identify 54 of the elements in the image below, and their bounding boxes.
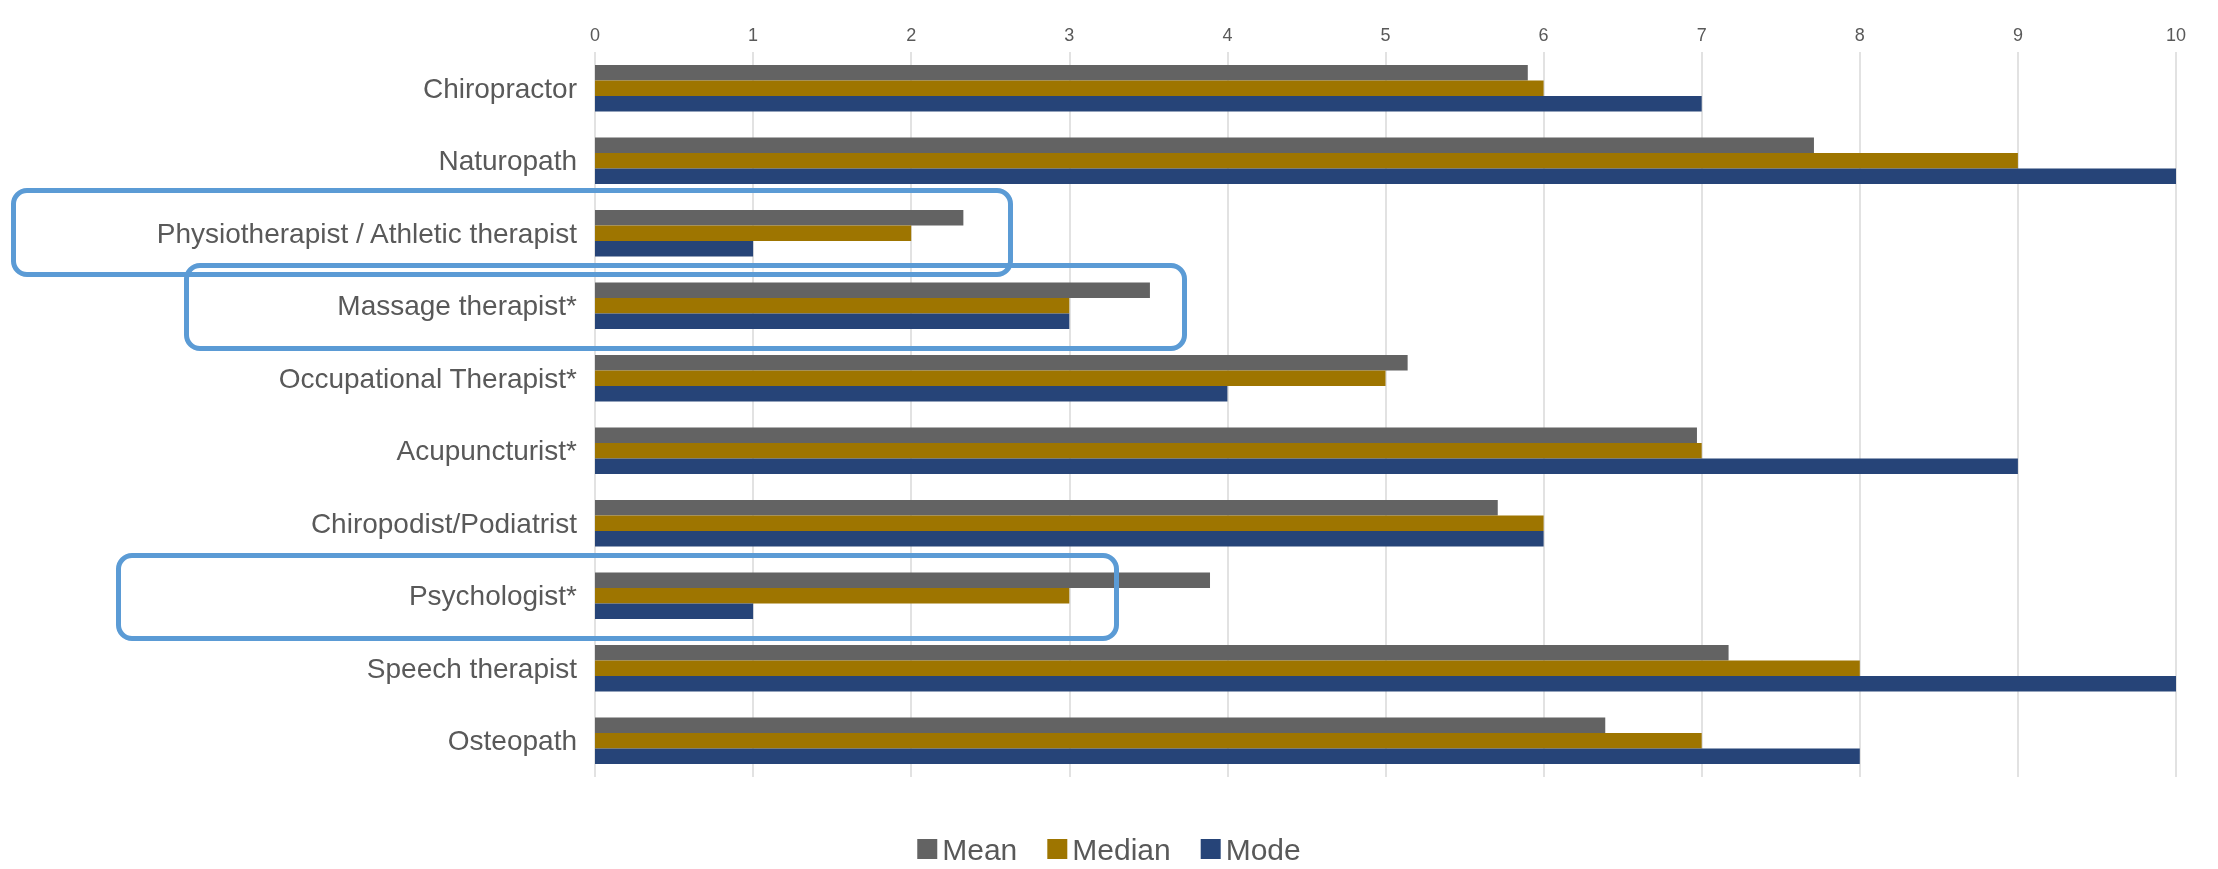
bar xyxy=(595,385,1228,402)
x-tick-label: 2 xyxy=(906,25,917,45)
bar xyxy=(595,588,1070,604)
bar xyxy=(595,717,1606,734)
bar xyxy=(595,225,912,241)
y-tick-label: Osteopath xyxy=(447,725,577,757)
bar xyxy=(595,240,754,257)
y-tick-label: Chiropodist/Podiatrist xyxy=(310,507,578,539)
x-tick-label: 6 xyxy=(1538,25,1549,45)
bar xyxy=(595,530,1544,547)
bar xyxy=(595,603,754,619)
x-tick-label: 8 xyxy=(1854,25,1865,45)
y-tick-label: Chiropractor xyxy=(422,72,577,104)
x-tick-label: 1 xyxy=(748,25,759,45)
bar xyxy=(595,95,1702,112)
bar xyxy=(595,80,1544,96)
bar xyxy=(595,298,1070,314)
bar xyxy=(595,355,1408,371)
x-tick-label: 3 xyxy=(1064,25,1075,45)
y-tick-label: Physiotherapist / Athletic therapist xyxy=(156,217,578,249)
y-tick-label: Naturopath xyxy=(438,145,577,177)
y-tick-label: Massage therapist* xyxy=(337,290,578,322)
bar xyxy=(595,443,1702,459)
bar xyxy=(595,427,1697,444)
bar xyxy=(595,210,964,226)
bar xyxy=(595,675,2176,692)
bar xyxy=(595,153,2018,169)
x-tick-label: 0 xyxy=(589,25,601,45)
y-tick-label: Psychologist* xyxy=(408,580,578,612)
bar xyxy=(595,65,1528,81)
x-tick-label: 5 xyxy=(1380,25,1391,45)
x-tick-label: 7 xyxy=(1696,25,1707,45)
legend-label: Mode xyxy=(1225,832,1301,866)
x-tick-label: 10 xyxy=(2165,25,2187,45)
bar xyxy=(595,748,1860,764)
bar xyxy=(595,733,1702,749)
bar xyxy=(595,645,1729,661)
bar xyxy=(595,515,1544,531)
x-tick-label: 9 xyxy=(2012,25,2023,45)
bar xyxy=(595,572,1211,589)
bar xyxy=(595,500,1498,516)
bar xyxy=(595,458,2018,474)
bar xyxy=(595,313,1070,329)
y-tick-label: Speech therapist xyxy=(366,652,578,684)
bar xyxy=(595,660,1860,676)
legend-label: Mean xyxy=(942,832,1018,866)
y-tick-label: Occupational Therapist* xyxy=(278,362,578,394)
bar xyxy=(595,137,1814,154)
x-tick-label: 4 xyxy=(1222,25,1233,45)
bar xyxy=(595,168,2176,184)
legend-label: Median xyxy=(1072,832,1171,866)
y-tick-label: Acupuncturist* xyxy=(396,435,578,467)
bar xyxy=(595,282,1150,299)
bar xyxy=(595,370,1386,386)
